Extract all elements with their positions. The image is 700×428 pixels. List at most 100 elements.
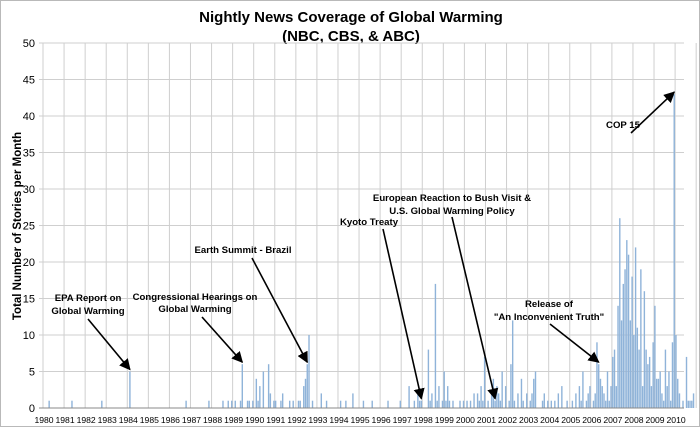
bar <box>371 400 373 408</box>
gridlines <box>39 42 697 408</box>
bar <box>418 400 421 408</box>
bar <box>496 386 498 408</box>
bar <box>668 371 670 408</box>
bar <box>643 291 646 408</box>
bar <box>598 364 600 408</box>
bar <box>648 356 651 408</box>
bar <box>687 400 689 408</box>
annotation-inconvenient-truth: "An Inconvenient Truth" <box>494 312 604 323</box>
bar <box>589 386 591 408</box>
bar <box>273 400 275 408</box>
bar <box>685 356 688 408</box>
y-axis-label: Total Number of Stories per Month <box>12 132 24 320</box>
bar <box>522 400 524 408</box>
bar <box>534 371 537 408</box>
x-tick-label: 1997 <box>393 415 412 425</box>
bar <box>480 386 482 408</box>
bar <box>587 393 589 408</box>
y-tick-label: 25 <box>23 221 35 233</box>
bar <box>248 400 251 408</box>
bar <box>610 386 612 408</box>
bar <box>459 400 461 408</box>
x-tick-label: 2000 <box>456 415 475 425</box>
bar <box>308 335 310 408</box>
bar <box>596 342 598 408</box>
bar <box>259 386 261 408</box>
bar <box>634 247 637 408</box>
bar <box>241 364 243 408</box>
x-axis-ticks: 1980 1981 1982 1983 1984 1985 1986 1987 1988 1989… <box>34 415 685 425</box>
annotation-earth-summit: Earth Summit - Brazil <box>194 245 291 256</box>
chart-title: Nightly News Coverage of Global Warming <box>199 9 503 26</box>
bar <box>513 400 516 408</box>
bar <box>677 378 679 408</box>
bar <box>252 400 254 408</box>
x-tick-label: 2009 <box>645 415 664 425</box>
bar <box>339 400 342 408</box>
bar <box>511 320 514 408</box>
bar <box>478 400 481 408</box>
bar <box>550 400 553 408</box>
bar <box>613 349 616 408</box>
bar <box>267 364 270 408</box>
bar <box>490 393 493 408</box>
bar <box>504 386 507 408</box>
bar <box>554 400 556 408</box>
y-tick-label: 10 <box>23 330 35 342</box>
bar <box>561 386 563 408</box>
bar <box>666 386 668 408</box>
bar <box>626 240 628 408</box>
y-tick-label: 5 <box>29 367 35 379</box>
bar <box>620 320 623 408</box>
bar <box>585 400 588 408</box>
x-tick-label: 2006 <box>582 415 601 425</box>
x-tick-label: 2001 <box>477 415 496 425</box>
bar <box>673 94 675 408</box>
x-tick-label: 2005 <box>561 415 580 425</box>
x-tick-label: 1995 <box>350 415 369 425</box>
bar <box>533 378 535 408</box>
bar <box>48 400 50 408</box>
bar <box>526 393 528 408</box>
bar <box>436 400 438 408</box>
bar <box>255 378 258 408</box>
y-tick-label: 40 <box>23 111 35 123</box>
x-tick-label: 1984 <box>119 415 138 425</box>
bar <box>641 386 644 408</box>
bar <box>659 371 661 408</box>
x-tick-label: 1980 <box>34 415 53 425</box>
bar <box>420 400 423 408</box>
x-tick-label: 1998 <box>414 415 433 425</box>
bar <box>670 400 672 408</box>
bar <box>617 305 619 408</box>
bar <box>645 349 647 408</box>
bar <box>682 400 684 408</box>
bar <box>608 400 610 408</box>
bar <box>462 400 465 408</box>
bar <box>445 400 447 408</box>
bar <box>497 393 500 408</box>
bar <box>603 393 605 408</box>
annotation-arrow-european-reaction <box>451 216 499 400</box>
x-tick-label: 1996 <box>372 415 391 425</box>
bar <box>508 400 510 408</box>
bar <box>269 393 272 408</box>
x-tick-label: 2008 <box>624 415 643 425</box>
bar <box>691 400 693 408</box>
bar <box>627 254 630 408</box>
annotation-congressional-hearings: Global Warming <box>158 304 231 315</box>
bar <box>299 400 301 408</box>
bar <box>71 400 73 408</box>
x-tick-label: 1999 <box>435 415 454 425</box>
bar <box>631 276 633 408</box>
x-tick-label: 1994 <box>329 415 348 425</box>
bar <box>297 400 300 408</box>
bar <box>482 400 484 408</box>
bar <box>557 393 560 408</box>
bar <box>413 400 416 408</box>
bar <box>689 400 691 408</box>
bar <box>447 386 449 408</box>
